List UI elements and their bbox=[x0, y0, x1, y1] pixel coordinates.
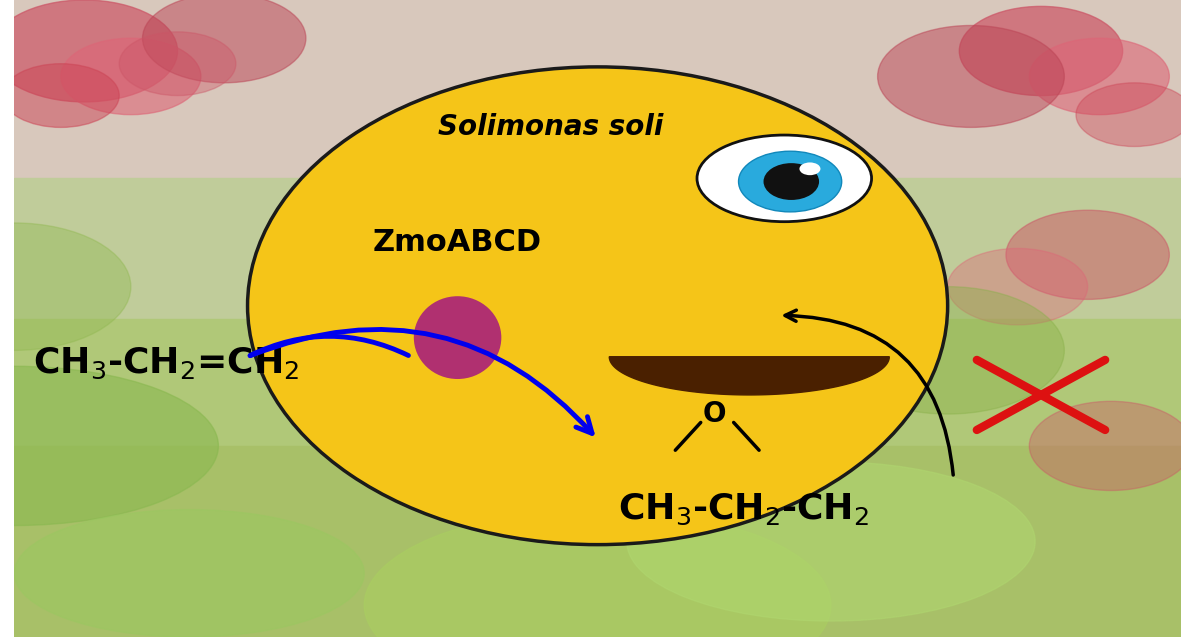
Bar bbox=[14, 178, 1181, 318]
Circle shape bbox=[947, 248, 1088, 325]
Ellipse shape bbox=[697, 135, 872, 222]
Circle shape bbox=[2, 64, 119, 127]
Bar bbox=[14, 446, 1181, 637]
Ellipse shape bbox=[627, 462, 1036, 621]
Bar bbox=[14, 318, 1181, 446]
Polygon shape bbox=[609, 357, 889, 395]
Circle shape bbox=[143, 0, 306, 83]
Ellipse shape bbox=[0, 223, 131, 350]
Circle shape bbox=[1030, 401, 1181, 490]
Circle shape bbox=[119, 32, 236, 96]
Ellipse shape bbox=[738, 151, 842, 212]
Ellipse shape bbox=[0, 366, 218, 526]
Circle shape bbox=[959, 6, 1123, 96]
Ellipse shape bbox=[413, 296, 501, 379]
Circle shape bbox=[1006, 210, 1169, 299]
Circle shape bbox=[877, 25, 1064, 127]
Bar bbox=[14, 0, 1181, 178]
Text: CH$_3$-CH$_2$=CH$_2$: CH$_3$-CH$_2$=CH$_2$ bbox=[33, 345, 299, 381]
Ellipse shape bbox=[248, 67, 947, 545]
Ellipse shape bbox=[800, 162, 821, 175]
Circle shape bbox=[1030, 38, 1169, 115]
Text: O: O bbox=[703, 400, 726, 428]
Ellipse shape bbox=[831, 287, 1064, 414]
Text: CH$_3$-CH$_2$-CH$_2$: CH$_3$-CH$_2$-CH$_2$ bbox=[618, 492, 869, 527]
Ellipse shape bbox=[364, 510, 831, 637]
Circle shape bbox=[0, 0, 177, 102]
Circle shape bbox=[61, 38, 201, 115]
Ellipse shape bbox=[14, 510, 364, 637]
Ellipse shape bbox=[763, 163, 820, 200]
Text: Solimonas soli: Solimonas soli bbox=[438, 113, 664, 141]
Circle shape bbox=[1076, 83, 1181, 147]
Text: ZmoABCD: ZmoABCD bbox=[373, 227, 542, 257]
